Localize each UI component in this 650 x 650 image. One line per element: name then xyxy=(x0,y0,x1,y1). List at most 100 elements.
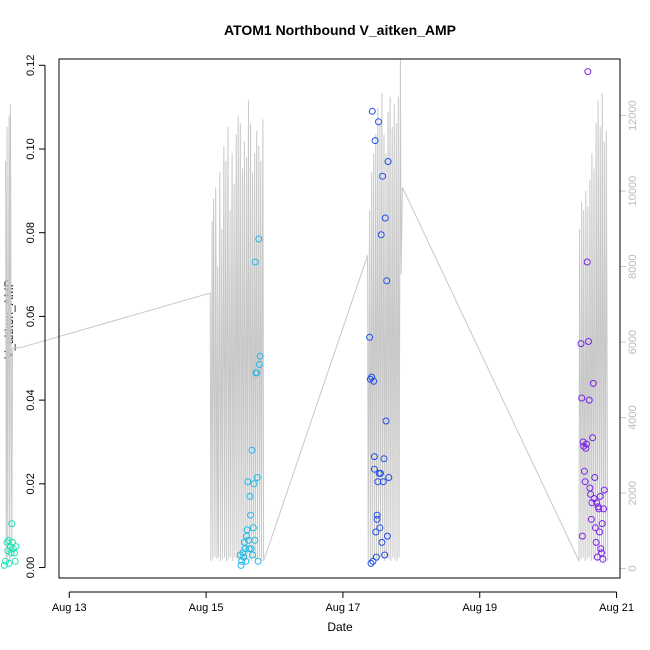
data-point xyxy=(595,505,603,513)
data-point xyxy=(583,440,590,448)
data-point xyxy=(581,478,589,486)
data-point xyxy=(253,369,261,377)
secondary-tick-label: 0 xyxy=(627,566,639,572)
data-point xyxy=(250,480,258,488)
secondary-tick-label: 2000 xyxy=(627,481,639,505)
data-point xyxy=(246,492,254,500)
data-point xyxy=(383,277,391,285)
data-point xyxy=(577,340,585,348)
data-point xyxy=(249,551,257,559)
x-axis-label: Date xyxy=(327,620,353,634)
data-point xyxy=(238,557,246,565)
data-point xyxy=(377,469,384,477)
data-point xyxy=(253,474,261,481)
data-point xyxy=(578,532,586,540)
data-point xyxy=(369,557,377,565)
data-point xyxy=(591,524,599,532)
data-point xyxy=(593,499,601,507)
data-point xyxy=(368,373,376,381)
data-point xyxy=(383,532,391,540)
data-point xyxy=(249,524,257,532)
data-point xyxy=(373,515,381,523)
data-point xyxy=(5,559,13,567)
data-point xyxy=(598,549,605,557)
data-point xyxy=(368,107,376,115)
data-point xyxy=(596,492,604,500)
data-point xyxy=(2,557,10,565)
secondary-tick-label: 4000 xyxy=(627,405,639,429)
data-point xyxy=(370,377,378,385)
data-point xyxy=(382,417,390,425)
data-point xyxy=(372,528,380,536)
data-point xyxy=(370,465,378,473)
data-point xyxy=(11,549,18,557)
secondary-tick-label: 8000 xyxy=(627,254,639,278)
data-point xyxy=(255,235,263,243)
x-tick-label: Aug 21 xyxy=(599,602,634,614)
data-point xyxy=(589,379,597,387)
data-point xyxy=(12,543,20,551)
data-point xyxy=(585,338,592,345)
data-point xyxy=(585,396,593,404)
x-tick-label: Aug 15 xyxy=(189,602,224,614)
data-point xyxy=(600,505,608,513)
data-point xyxy=(377,231,385,239)
x-tick-label: Aug 17 xyxy=(325,602,360,614)
data-point xyxy=(588,499,596,507)
secondary-tick-label: 12000 xyxy=(627,100,639,131)
data-point xyxy=(248,446,256,454)
data-point xyxy=(381,551,389,559)
data-point xyxy=(578,394,586,402)
data-point xyxy=(599,555,607,563)
data-point xyxy=(381,214,389,222)
data-point xyxy=(379,478,387,486)
data-point xyxy=(254,557,262,565)
data-point xyxy=(7,549,15,557)
y-tick-label: 0.02 xyxy=(25,473,37,494)
data-point xyxy=(580,467,588,475)
x-tick-label: Aug 19 xyxy=(462,602,497,614)
plot-frame xyxy=(58,58,621,579)
data-point xyxy=(256,352,264,360)
y-tick-label: 0.00 xyxy=(25,557,37,578)
data-point xyxy=(240,553,248,561)
y-tick-label: 0.04 xyxy=(25,389,37,410)
data-point xyxy=(11,557,19,565)
data-point xyxy=(366,333,374,341)
data-point xyxy=(247,545,255,553)
data-point xyxy=(247,511,255,519)
data-point xyxy=(379,172,387,180)
data-point xyxy=(370,453,378,461)
data-point xyxy=(251,536,259,544)
data-point xyxy=(244,478,252,486)
data-point xyxy=(371,137,379,145)
data-point xyxy=(372,553,380,561)
data-point xyxy=(596,528,603,536)
data-point xyxy=(242,557,250,565)
data-point xyxy=(251,258,259,266)
data-point xyxy=(8,520,16,528)
data-point xyxy=(376,524,384,532)
secondary-tick-label: 6000 xyxy=(627,330,639,354)
data-point xyxy=(245,545,253,553)
data-point xyxy=(378,538,386,546)
data-point xyxy=(600,486,608,494)
y-tick-label: 0.08 xyxy=(25,222,37,243)
data-point xyxy=(587,490,595,498)
data-point xyxy=(237,561,245,569)
data-point xyxy=(597,545,605,553)
data-point xyxy=(373,511,381,519)
data-point xyxy=(583,258,591,266)
data-point xyxy=(591,474,599,481)
y-tick-label: 0.12 xyxy=(25,55,37,76)
data-point xyxy=(589,434,597,442)
data-point xyxy=(598,520,606,528)
y-tick-label: 0.06 xyxy=(25,306,37,327)
data-point xyxy=(384,158,392,165)
data-point xyxy=(592,538,600,546)
data-point xyxy=(579,438,587,446)
data-point xyxy=(4,536,12,544)
